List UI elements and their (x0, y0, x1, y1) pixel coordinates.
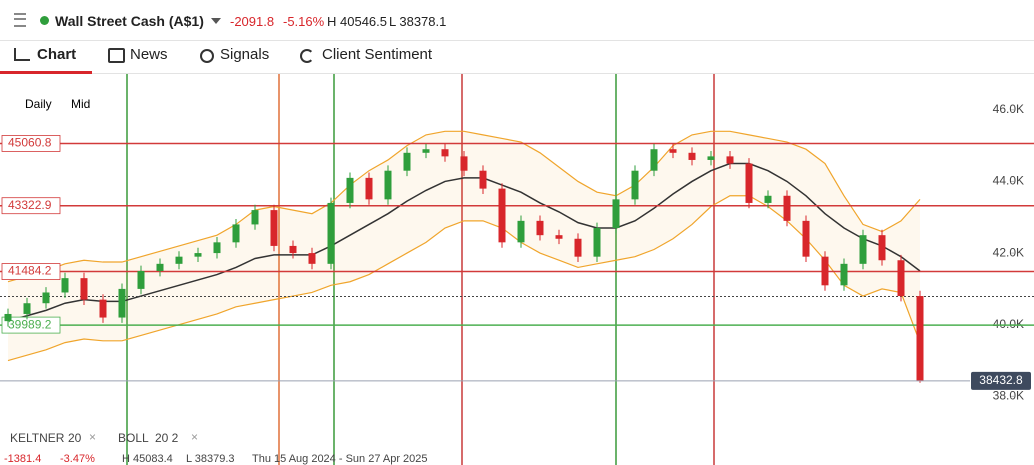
remove-indicator[interactable]: × (191, 430, 199, 444)
candle-body (669, 149, 677, 153)
y-tick-label: 40.0K (993, 317, 1024, 331)
candle-body (194, 253, 202, 257)
candle-body (878, 235, 886, 261)
candle-body (707, 156, 715, 160)
candle-body (80, 278, 88, 300)
header: Wall Street Cash (A$1) -2091.8 -5.16% H … (0, 0, 1034, 41)
candle-body (897, 260, 905, 297)
last-price-box (971, 371, 1031, 390)
candle-body (156, 263, 164, 271)
candle-body (498, 188, 506, 243)
menu-icon[interactable] (14, 13, 26, 27)
candle-body (422, 149, 430, 153)
footer: KELTNER 20 × BOLL 20 2 × -1381.4 -3.47% … (0, 425, 1034, 465)
indicator-params: 20 (68, 431, 82, 445)
candle-body (327, 202, 335, 264)
level-label: 43322.9 (8, 198, 52, 212)
candle-body (308, 253, 316, 264)
candle-body (251, 210, 259, 225)
candle-body (42, 292, 50, 304)
candle-body (574, 238, 582, 257)
candle-body (916, 296, 924, 381)
candle-body (118, 288, 126, 318)
level-box (1, 135, 61, 152)
indicator-name: KELTNER (10, 431, 65, 445)
period-low: L 38379.3 (186, 453, 235, 465)
candle-body (517, 220, 525, 243)
change-pct: -5.16% (283, 14, 325, 29)
level-box (1, 197, 61, 215)
level-label: 41484.2 (8, 264, 52, 278)
tab-bar: Chart News Signals Client Sentiment (0, 40, 1034, 74)
instrument-name[interactable]: Wall Street Cash (A$1) (55, 13, 204, 29)
candle-body (802, 220, 810, 257)
remove-indicator[interactable]: × (89, 430, 97, 444)
change: -2091.8 (230, 14, 275, 29)
candle-body (137, 270, 145, 289)
level-box (1, 263, 61, 280)
session-low: L 38378.1 (389, 14, 447, 29)
candle-body (441, 149, 449, 157)
candle-body (270, 210, 278, 246)
candle-body (175, 256, 183, 264)
y-tick-label: 38.0K (993, 389, 1024, 403)
level-label: 39989.2 (8, 317, 52, 331)
period-high: H 45083.4 (122, 453, 173, 465)
candle-body (365, 177, 373, 200)
indicator-params: 20 2 (155, 431, 179, 445)
status-dot (40, 16, 49, 25)
candle-body (460, 156, 468, 171)
candle-body (593, 228, 601, 257)
candle-body (4, 313, 12, 322)
tab-label: Signals (220, 46, 270, 63)
level-label: 45060.8 (8, 136, 52, 150)
tab-chart[interactable]: Chart (0, 40, 92, 74)
candle-body (232, 224, 240, 243)
candle-body (783, 195, 791, 221)
last-price-label: 38432.8 (979, 373, 1023, 387)
dropdown-arrow[interactable] (211, 18, 221, 24)
indicator-name: BOLL (118, 431, 149, 445)
candle-body (289, 245, 297, 254)
tab-label: News (130, 46, 168, 63)
level-box (1, 316, 61, 334)
candle-body (612, 199, 620, 229)
candle-body (403, 152, 411, 171)
interval[interactable]: Daily (25, 97, 52, 111)
period-change-pct: -3.47% (60, 453, 95, 465)
band-fill (8, 131, 920, 361)
tab-label: Client Sentiment (322, 46, 433, 63)
candle-body (764, 195, 772, 203)
price-mode[interactable]: Mid (71, 97, 90, 111)
candle-body (859, 235, 867, 264)
candle-body (555, 235, 563, 239)
candle-body (650, 149, 658, 171)
session-high: H 40546.5 (327, 14, 387, 29)
candle-body (840, 263, 848, 286)
y-tick-label: 46.0K (993, 102, 1024, 116)
candle-body (346, 177, 354, 203)
tab-label: Chart (37, 46, 77, 63)
candle-body (479, 170, 487, 189)
candle-body (536, 220, 544, 236)
candle-body (688, 152, 696, 160)
candle-body (99, 299, 107, 318)
candle-body (631, 170, 639, 200)
candle-body (821, 256, 829, 286)
candle-body (213, 242, 221, 254)
price-chart: Daily Mid 46.0K 44.0K 42.0K 40.0K 38.0K 45060… (0, 74, 1034, 465)
candle-body (726, 156, 734, 164)
candle-body (745, 163, 753, 203)
candle-body (384, 170, 392, 200)
period-change: -1381.4 (4, 453, 42, 465)
band-mid (7, 162, 921, 322)
date-range: Thu 15 Aug 2024 - Sun 27 Apr 2025 (252, 453, 428, 465)
candle-body (23, 303, 31, 314)
y-tick-label: 42.0K (993, 245, 1024, 259)
y-tick-label: 44.0K (993, 174, 1024, 188)
band-line (7, 130, 921, 283)
candle-body (61, 278, 69, 293)
